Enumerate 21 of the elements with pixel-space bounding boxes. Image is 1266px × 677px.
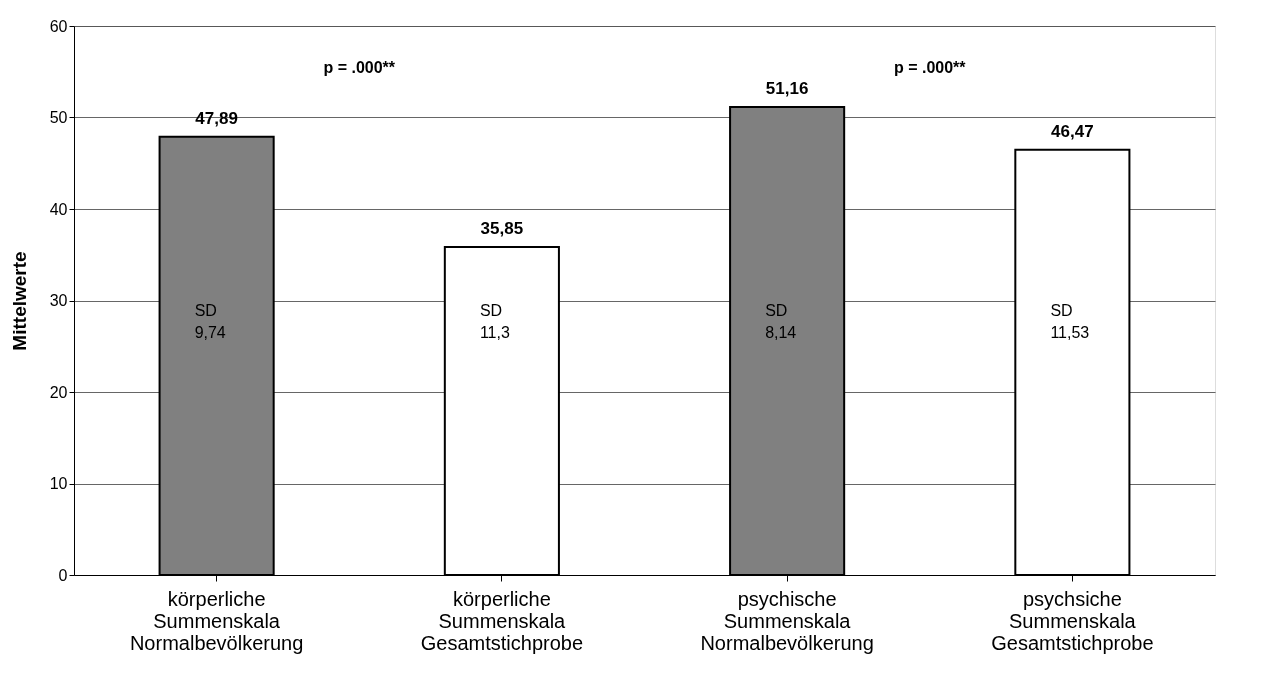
y-tick-label: 10: [49, 475, 68, 492]
y-axis-title: Mittelwerte: [8, 251, 30, 351]
x-tick-label: körperliche Summenskala Normalbevölkerung: [129, 587, 304, 654]
annotation: p = .000**: [893, 59, 967, 77]
x-tick-label: psychische Summenskala Normalbevölkerung: [700, 587, 874, 654]
data-label: 46,47: [1051, 121, 1094, 141]
annotation: SD 9,74: [194, 302, 226, 342]
y-tick-label: 40: [49, 200, 68, 218]
data-label: 35,85: [480, 218, 524, 238]
y-tick-label: 30: [49, 292, 68, 309]
y-tick-label: 20: [49, 383, 68, 401]
annotation: SD 11,3: [479, 302, 510, 342]
annotation: SD 8,14: [765, 302, 797, 342]
y-tick-label: 0: [58, 566, 68, 584]
x-tick-label: körperliche Summenskala Gesamtstichprobe: [420, 587, 584, 654]
y-tick-label: 50: [49, 109, 68, 126]
annotation: p = .000**: [323, 59, 396, 77]
annotation: SD 11,53: [1050, 302, 1090, 342]
data-label: 51,16: [765, 78, 809, 98]
y-tick-label: 60: [49, 17, 68, 35]
x-tick-label: psychsiche Summenskala Gesamtstichprobe: [991, 587, 1154, 654]
